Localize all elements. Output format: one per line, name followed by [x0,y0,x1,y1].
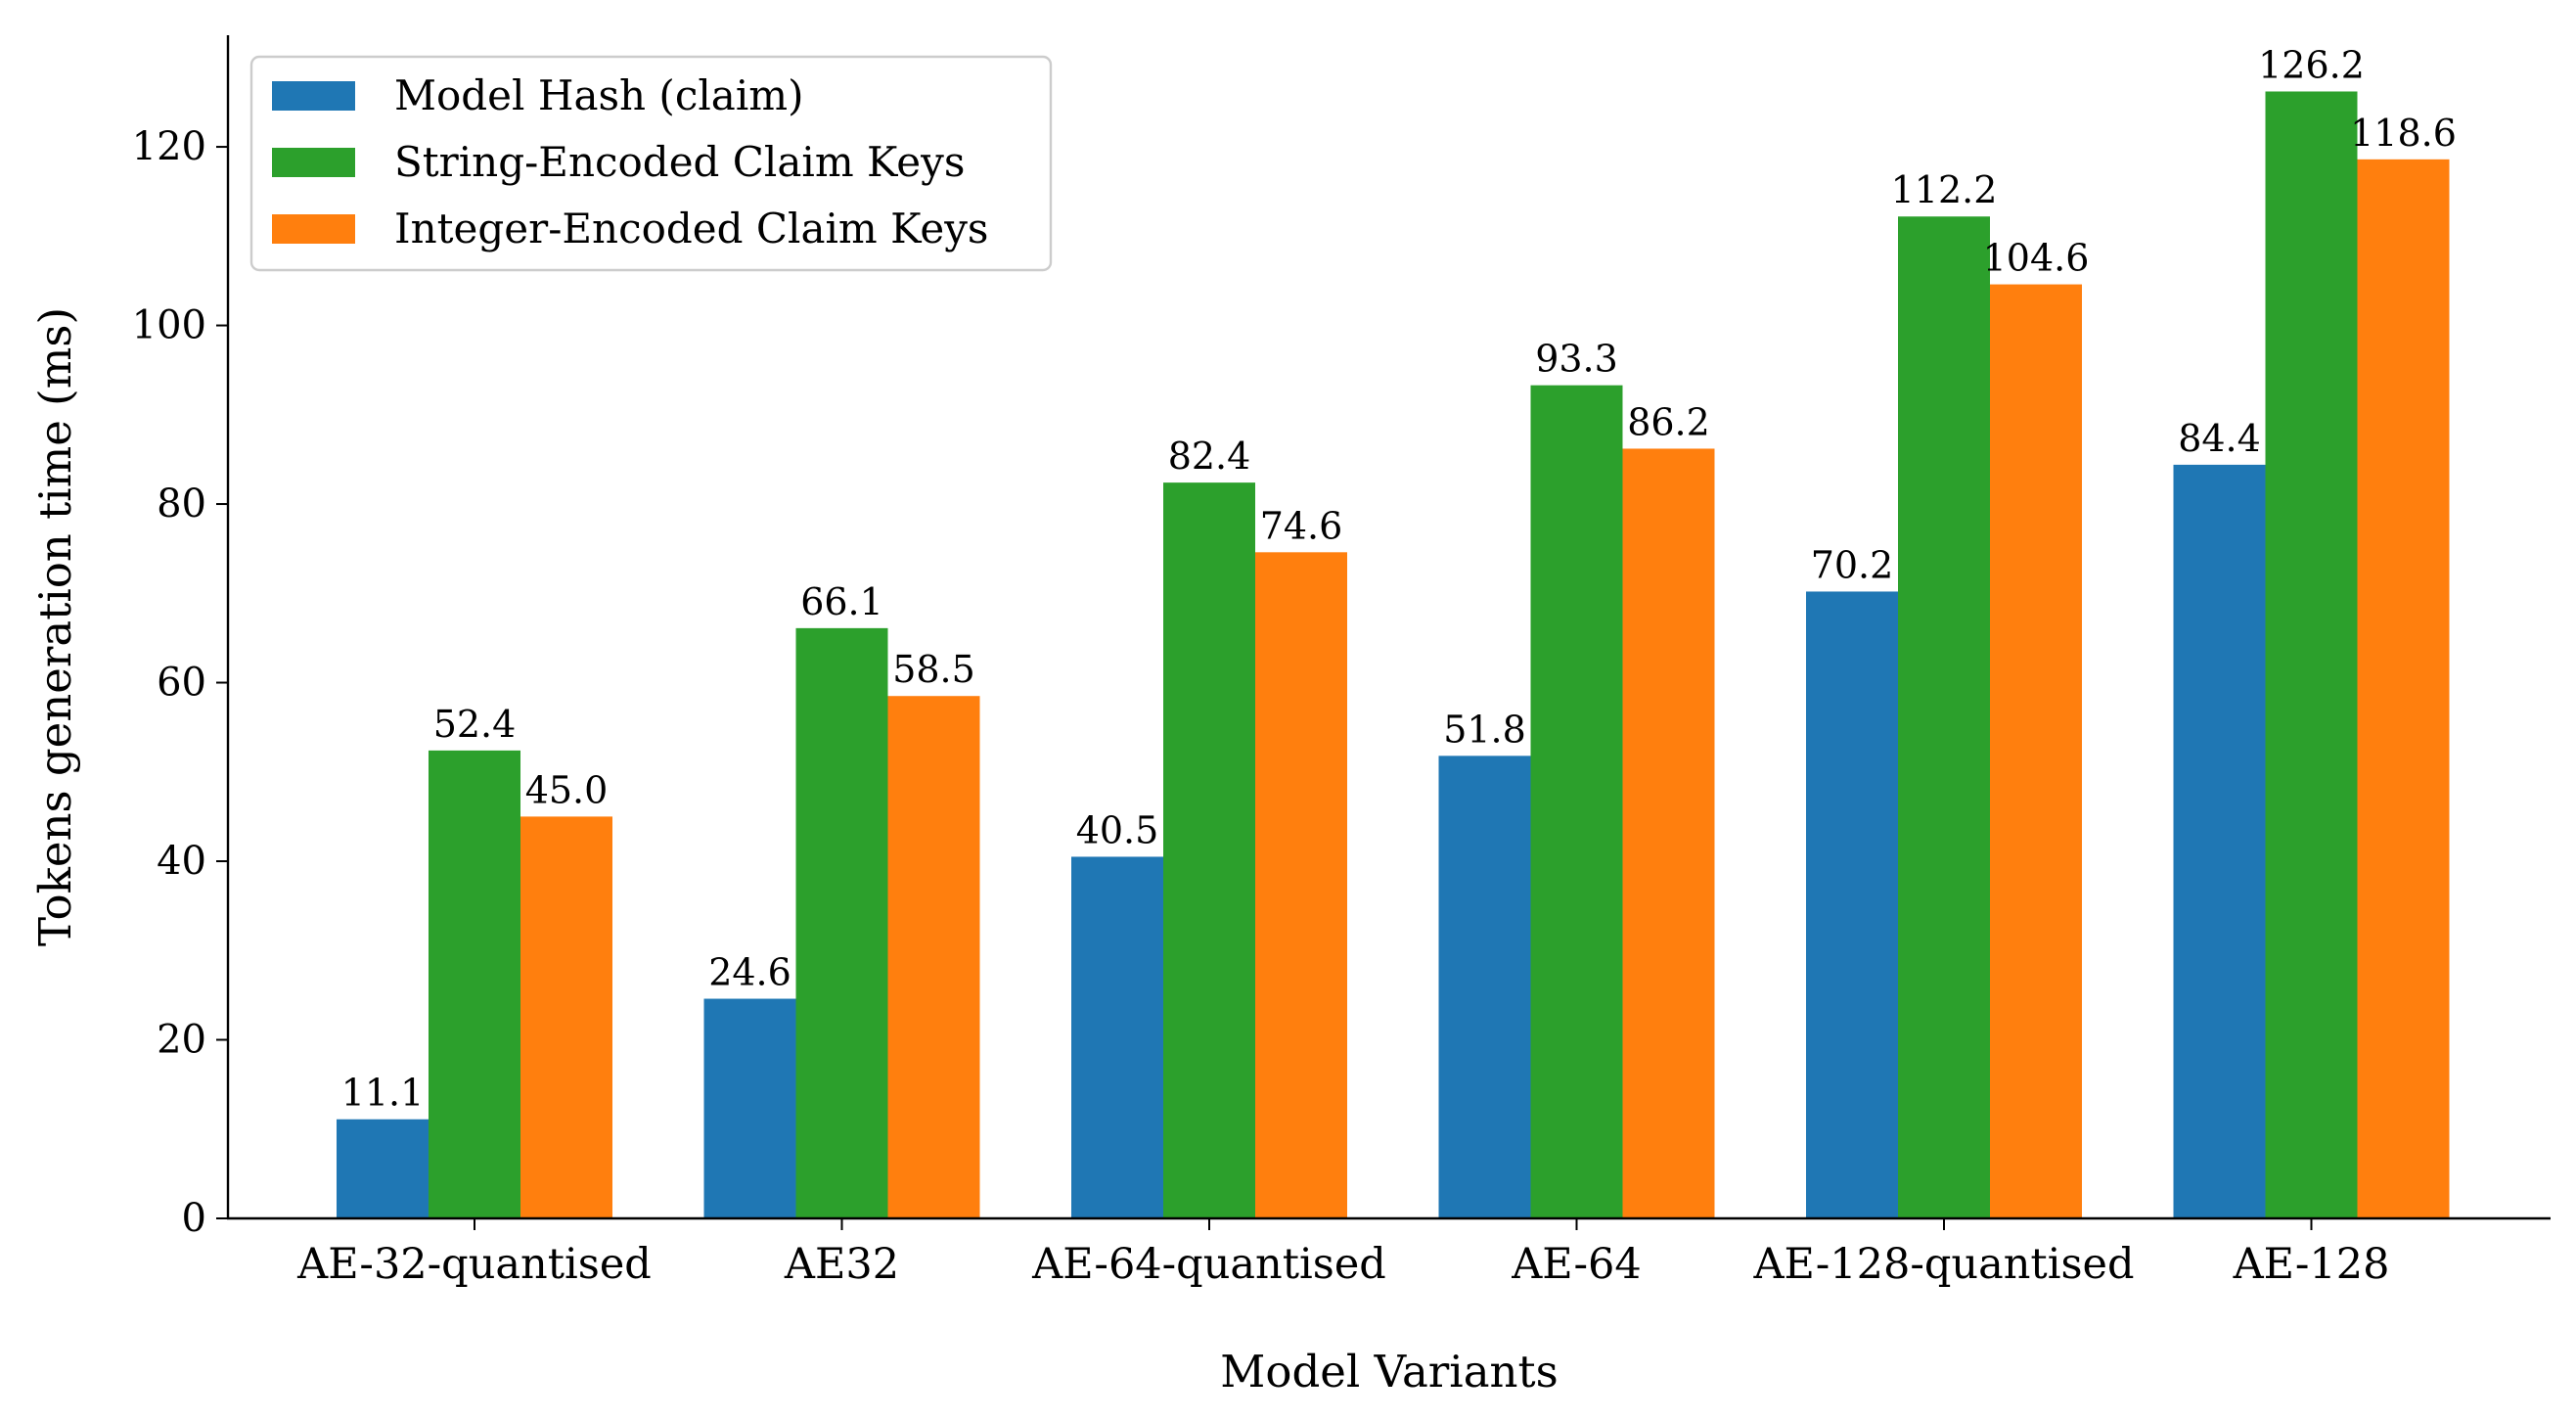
bars-group [337,91,2450,1219]
y-tick-label: 20 [157,1018,206,1063]
bar-1-ae-64 [1438,756,1531,1218]
bar-2-ae-64-quantised [1163,482,1255,1218]
x-tick-label: AE-32-quantised [296,1240,652,1289]
bar-3-ae-64 [1622,448,1715,1218]
legend-swatch-2 [272,148,355,177]
x-tick-label: AE-128-quantised [1753,1240,2135,1289]
y-axis-title: Tokens generation time (ms) [29,307,81,946]
data-label: 104.6 [1983,237,2090,280]
bar-1-ae-128 [2173,464,2266,1219]
legend-swatch-1 [272,81,355,111]
legend-swatch-3 [272,214,355,244]
data-label: 52.4 [433,703,517,746]
bar-1-ae32 [703,998,796,1218]
y-tick-label: 80 [157,481,206,527]
data-label: 112.2 [1891,168,1998,211]
bar-3-ae-32-quantised [520,816,612,1218]
data-label: 82.4 [1168,435,1251,478]
bar-3-ae-64-quantised [1255,552,1347,1218]
data-label: 24.6 [708,951,791,994]
bar-3-ae-128-quantised [1990,284,2082,1218]
x-tick-label: AE-64 [1511,1240,1642,1289]
x-tick-label: AE32 [784,1240,899,1289]
data-label: 118.6 [2350,112,2457,155]
data-label: 70.2 [1811,543,1894,586]
data-label: 84.4 [2178,417,2261,460]
axes-group: 0 20 40 60 80 100 120 AE-32-quantised AE32 AE-64-… [132,35,2551,1289]
bar-2-ae-128 [2265,91,2358,1219]
x-tick-label: AE-64-quantised [1031,1240,1386,1289]
x-axis-title: Model Variants [1220,1346,1558,1397]
x-tick-label: AE-128 [2233,1240,2390,1289]
data-label: 74.6 [1260,504,1343,547]
legend-label-1: Model Hash (claim) [394,71,803,119]
data-label: 45.0 [525,768,609,811]
bar-2-ae-32-quantised [429,750,520,1218]
y-tick-label: 0 [182,1196,206,1241]
legend-box [249,55,1053,272]
data-label: 126.2 [2258,43,2365,86]
bar-2-ae-128-quantised [1898,216,1990,1219]
y-tick-label: 60 [157,661,206,706]
y-tick-label: 120 [132,124,206,169]
bar-2-ae-64 [1530,385,1623,1218]
y-tick-label: 100 [132,303,206,348]
legend-label-3: Integer-Encoded Claim Keys [394,205,988,252]
legend-label-2: String-Encoded Claim Keys [394,138,965,186]
bar-3-ae32 [887,696,980,1218]
data-label: 93.3 [1535,338,1618,381]
bar-3-ae-128 [2357,159,2450,1219]
data-label: 11.1 [341,1072,425,1115]
data-labels-group: 11.1 52.445.0 24.6 66.158.5 40.5 82.474.6 51.8… [341,43,2457,1114]
bar-1-ae-128-quantised [1806,591,1898,1218]
data-label: 86.2 [1627,400,1710,443]
data-label: 51.8 [1443,708,1526,751]
data-label: 66.1 [800,580,883,623]
legend[interactable]: Model Hash (claim) String-Encoded Claim K… [249,55,1053,272]
bar-2-ae32 [795,627,888,1218]
bar-1-ae-32-quantised [337,1119,429,1218]
data-label: 40.5 [1076,808,1159,851]
y-tick-label: 40 [157,839,206,884]
bar-1-ae-64-quantised [1071,856,1163,1218]
data-label: 58.5 [892,648,975,691]
